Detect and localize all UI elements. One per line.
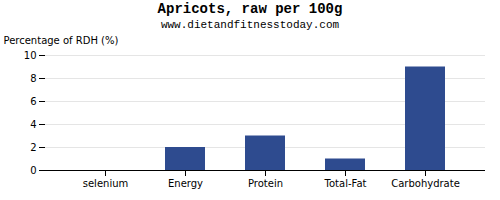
- svg-text:Protein: Protein: [248, 178, 283, 189]
- html-text:Apricots, raw per 100g: Apricots, raw per 100g: [157, 1, 343, 17]
- svg-text:0: 0: [30, 165, 36, 176]
- svg-text:6: 6: [30, 96, 36, 107]
- svg-text:2: 2: [30, 142, 36, 153]
- svg-text:8: 8: [30, 73, 36, 84]
- svg-text:selenium: selenium: [83, 178, 129, 189]
- html-text:www.dietandfitnesstoday.com: www.dietandfitnesstoday.com: [160, 19, 340, 31]
- svg-text:Energy: Energy: [168, 178, 203, 189]
- svg-text:Carbohydrate: Carbohydrate: [391, 178, 460, 189]
- svg-text:4: 4: [30, 119, 36, 130]
- svg-text:Percentage of RDH (%): Percentage of RDH (%): [4, 35, 119, 46]
- svg-text:10: 10: [24, 50, 37, 61]
- svg-text:Total-Fat: Total-Fat: [324, 178, 367, 189]
